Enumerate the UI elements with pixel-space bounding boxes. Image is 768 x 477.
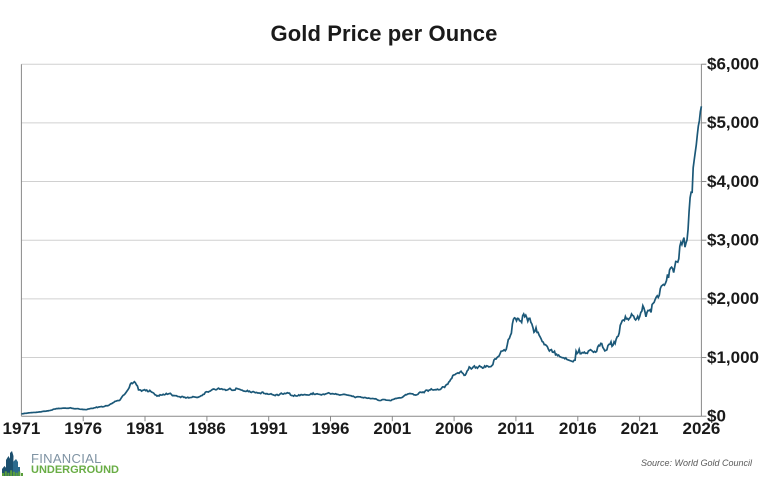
svg-text:1981: 1981 xyxy=(126,419,164,438)
svg-text:$5,000: $5,000 xyxy=(707,113,759,132)
svg-text:2021: 2021 xyxy=(621,419,659,438)
svg-text:2011: 2011 xyxy=(497,419,534,438)
svg-text:$3,000: $3,000 xyxy=(707,231,759,250)
svg-text:$6,000: $6,000 xyxy=(707,55,759,74)
svg-text:$1,000: $1,000 xyxy=(707,348,759,367)
svg-text:1976: 1976 xyxy=(64,419,102,438)
svg-text:1971: 1971 xyxy=(2,419,40,438)
svg-text:1996: 1996 xyxy=(312,419,350,438)
svg-text:2006: 2006 xyxy=(435,419,473,438)
svg-text:2001: 2001 xyxy=(373,419,411,438)
svg-text:$4,000: $4,000 xyxy=(707,172,759,191)
svg-text:2026: 2026 xyxy=(682,419,720,438)
svg-text:1991: 1991 xyxy=(250,419,288,438)
svg-text:1986: 1986 xyxy=(188,419,226,438)
svg-text:$2,000: $2,000 xyxy=(707,289,759,308)
svg-text:2016: 2016 xyxy=(559,419,597,438)
